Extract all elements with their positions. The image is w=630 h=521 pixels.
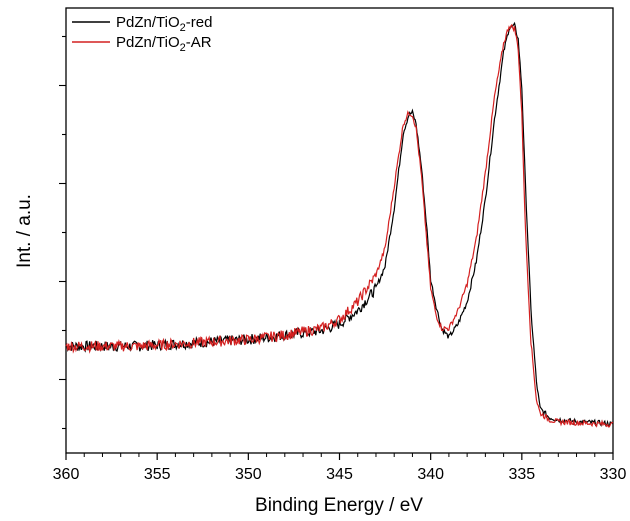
- series-line-red: [65, 21, 614, 427]
- x-tick-label: 360: [53, 466, 80, 483]
- y-axis-title: Int. / a.u.: [14, 194, 35, 268]
- legend-label: PdZn/TiO2-AR: [116, 34, 212, 54]
- legend-label: PdZn/TiO2-red: [116, 14, 212, 34]
- x-tick-label: 345: [326, 466, 353, 483]
- x-tick-label: 340: [417, 466, 444, 483]
- x-tick-label: 330: [600, 466, 627, 483]
- x-tick-label: 350: [235, 466, 262, 483]
- plot-frame: [65, 7, 614, 454]
- x-tick-label: 355: [144, 466, 171, 483]
- series-layer: [65, 21, 614, 428]
- x-axis-title: Binding Energy / eV: [255, 495, 423, 516]
- series-line-ar: [65, 23, 614, 428]
- ticks-layer: 360 355 350 345 340 335 330: [53, 35, 627, 483]
- x-tick-label: 335: [508, 466, 535, 483]
